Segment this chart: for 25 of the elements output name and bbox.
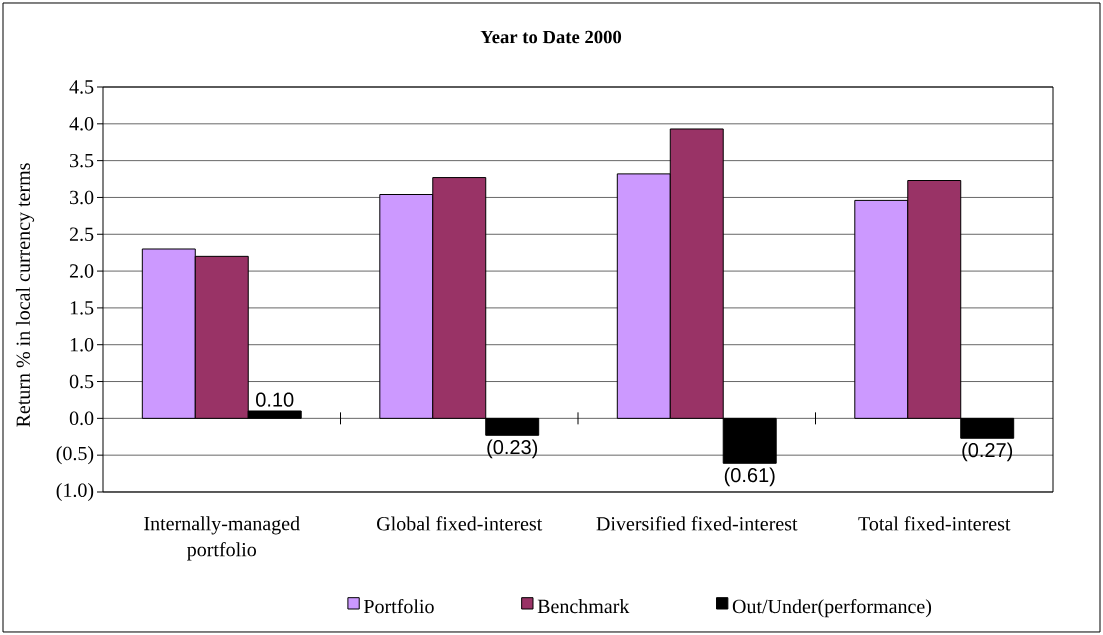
y-axis-title: Return % in local currency terms (15, 163, 35, 427)
y-tick-label: 0.0 (69, 411, 94, 426)
x-tick-label: Total fixed-interest (858, 516, 1011, 531)
x-tick-label: Diversified fixed-interest (596, 516, 798, 531)
y-tick-label: 2.5 (69, 227, 94, 242)
x-tick-label: Global fixed-interest (377, 516, 543, 531)
y-tick-label: 3.0 (70, 190, 94, 205)
legend-label: Portfolio (363, 598, 434, 614)
y-tick-label: (0.5) (56, 446, 94, 465)
legend-label: Out/Under(performance) (732, 598, 932, 618)
y-tick-label: 2.0 (69, 264, 94, 278)
data-label: (0.61) (724, 467, 775, 487)
data-label: (0.27) (962, 442, 1013, 462)
y-tick-label: 3.5 (70, 153, 94, 168)
data-label: 0.10 (256, 392, 294, 407)
y-tick-label: 4.5 (69, 80, 94, 94)
y-tick-label: 4.0 (69, 117, 94, 131)
chart-title: Year to Date 2000 (480, 30, 622, 44)
y-tick-label: 0.5 (69, 374, 94, 389)
data-label: (0.23) (487, 439, 538, 459)
x-tick-label: Internally-managed portfolio (144, 516, 300, 561)
y-tick-label: (1.0) (56, 482, 94, 502)
legend-label: Benchmark (537, 599, 630, 614)
y-tick-label: 1.0 (70, 337, 94, 352)
y-tick-label: 1.5 (70, 301, 94, 315)
